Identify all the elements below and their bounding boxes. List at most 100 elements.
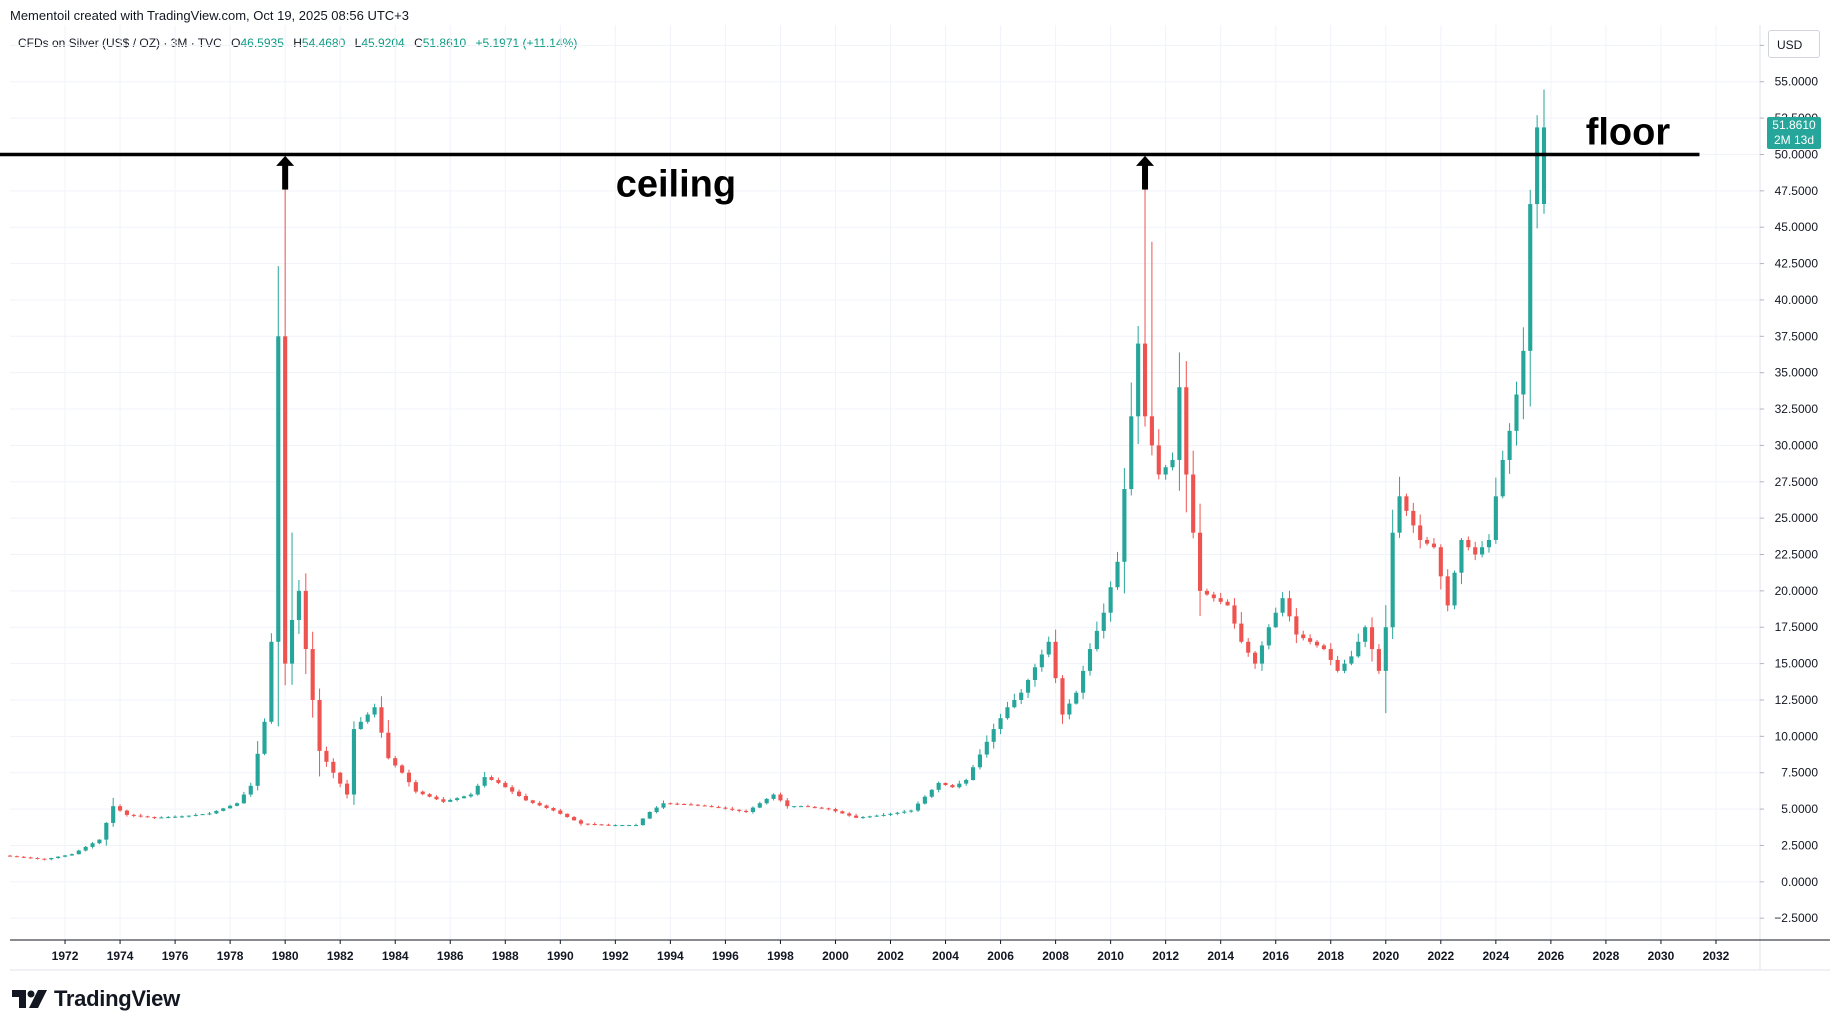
candle (537, 802, 542, 806)
candle (957, 783, 962, 788)
x-tick-label: 1976 (162, 949, 189, 963)
y-tick-label: 10.0000 (1775, 729, 1819, 743)
candle (1459, 539, 1464, 573)
candle (654, 807, 659, 812)
candle (551, 807, 556, 811)
candle (1218, 598, 1223, 602)
candle (1397, 496, 1402, 533)
candle (117, 806, 123, 811)
y-tick-label: 30.0000 (1775, 438, 1819, 452)
candle (902, 811, 907, 813)
x-tick-label: 1996 (712, 949, 739, 963)
candle (565, 813, 570, 818)
candle (1094, 630, 1099, 650)
candle (1383, 627, 1388, 671)
candle (833, 809, 838, 812)
candle (200, 814, 205, 816)
candle (90, 843, 95, 847)
candle (915, 803, 921, 811)
candle (1273, 612, 1278, 628)
low-label: L (354, 36, 362, 50)
candle (427, 794, 432, 797)
candle (922, 796, 927, 804)
y-tick-label: 40.0000 (1775, 293, 1819, 307)
candle (1067, 703, 1072, 715)
y-tick-label: 22.5000 (1775, 548, 1819, 562)
y-tick-label: 37.5000 (1775, 329, 1819, 343)
x-tick-label: 1978 (217, 949, 244, 963)
candle (516, 791, 522, 796)
low-value: 45.9204 (361, 36, 405, 50)
candle (28, 857, 33, 859)
candle (241, 794, 246, 804)
annotations: $50ceilingfloor (0, 111, 1700, 205)
candle (358, 721, 363, 730)
candle (640, 818, 645, 826)
candle (1026, 679, 1031, 693)
candle (1149, 416, 1154, 446)
candle (1019, 692, 1024, 700)
y-tick-label: 25.0000 (1775, 511, 1819, 525)
candle (1314, 641, 1320, 646)
candle (854, 815, 859, 818)
x-tick-label: 2012 (1152, 949, 1179, 963)
x-tick-label: 1986 (437, 949, 464, 963)
x-tick-label: 1998 (767, 949, 794, 963)
candle (1514, 394, 1519, 431)
candle (998, 718, 1003, 730)
candle (510, 787, 515, 792)
candle (668, 803, 673, 805)
candle (970, 767, 976, 780)
candle (296, 590, 301, 620)
y-tick-label: 55.0000 (1775, 75, 1819, 89)
candle (455, 798, 460, 800)
candle (682, 803, 687, 805)
candle (214, 810, 219, 814)
candle (179, 816, 185, 818)
candle (441, 799, 446, 802)
candle (1335, 659, 1340, 671)
candle (69, 854, 74, 856)
candle (248, 785, 253, 795)
candle (799, 806, 804, 808)
close-label: C (414, 36, 423, 50)
currency-selector[interactable]: USD (1768, 30, 1820, 58)
candle (372, 707, 377, 715)
candle (1266, 627, 1271, 646)
x-tick-label: 2030 (1648, 949, 1675, 963)
candle (221, 808, 226, 811)
candle (867, 816, 872, 818)
candle (1239, 623, 1244, 642)
arrow-up-icon-shaft (1142, 163, 1149, 190)
tradingview-logo[interactable]: TradingView (12, 986, 180, 1012)
open-label: O (231, 36, 241, 50)
candle (819, 807, 824, 809)
candle (1197, 532, 1203, 591)
candle (1376, 649, 1381, 671)
candle (723, 807, 728, 809)
candle (56, 856, 61, 858)
candle (757, 803, 762, 808)
candle (1177, 387, 1182, 460)
candle (929, 789, 934, 797)
candle (159, 817, 164, 819)
y-tick-label: 7.5000 (1781, 766, 1818, 780)
high-label: H (293, 36, 302, 50)
y-tick-label: 50.0000 (1775, 147, 1819, 161)
candle (1253, 652, 1258, 664)
candle (1438, 547, 1443, 577)
candle (461, 796, 467, 799)
candle (145, 816, 150, 818)
candle (1452, 572, 1457, 606)
candle (14, 856, 19, 858)
candle (1060, 678, 1065, 715)
candle (1342, 663, 1347, 671)
candle (1039, 654, 1044, 668)
candle (943, 782, 948, 786)
candle (131, 814, 136, 816)
candle (324, 750, 329, 762)
candle (76, 850, 81, 855)
candle (386, 732, 391, 759)
candle (737, 809, 742, 811)
